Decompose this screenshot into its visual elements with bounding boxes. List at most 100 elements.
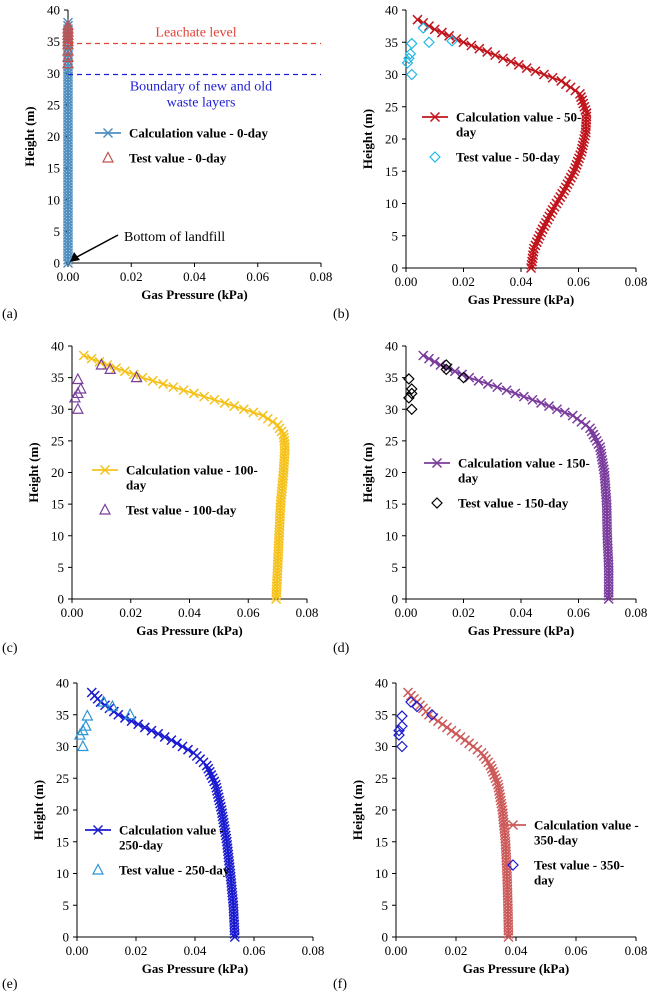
calculation-point — [570, 85, 581, 96]
x-tick-label: 0.04 — [178, 605, 201, 620]
calculation-point — [168, 382, 179, 393]
calculation-point — [593, 439, 604, 450]
test-point — [401, 57, 414, 69]
x-tick-label: 0.04 — [183, 269, 206, 284]
x-axis-title: Gas Pressure (kPa) — [141, 287, 247, 302]
calculation-point — [432, 716, 444, 727]
calculation-point — [188, 747, 199, 758]
calculation-point — [536, 397, 547, 408]
legend-marker — [102, 151, 114, 163]
test-point — [62, 44, 74, 56]
y-tick-label: 20 — [385, 465, 398, 480]
calculation-point — [459, 735, 471, 746]
x-tick-label: 0.04 — [505, 943, 528, 958]
arrow-head-icon — [70, 252, 80, 262]
y-tick-label: 0 — [392, 592, 399, 607]
calculation-point — [490, 50, 501, 61]
y-tick-label: 10 — [56, 866, 69, 881]
panel-label: (a) — [2, 307, 18, 322]
calculation-point — [466, 40, 477, 51]
calculation-point — [278, 432, 289, 443]
x-tick-label: 0.06 — [567, 605, 590, 620]
legend: Calculation value - 50-day Test value - 5… — [422, 110, 581, 165]
y-tick-label: 5 — [63, 898, 70, 913]
legend: Calculation value -250-day Test value - 2… — [85, 823, 230, 878]
test-point — [440, 363, 453, 376]
legend-label: Test value - 250-day — [119, 863, 230, 878]
panel-e: 0 5 10 15 20 25 30 35 40 0.00 0.02 0.04 0.06 0.08 Gas … — [2, 676, 324, 993]
calculation-point — [530, 66, 541, 77]
calculation-point — [551, 404, 562, 415]
x-tick-label: 0.04 — [184, 943, 207, 958]
annotations: Leachate level Boundary of new and oldwas… — [68, 26, 321, 262]
calculation-point — [212, 789, 223, 800]
test-point — [405, 387, 418, 400]
calculation-point — [595, 445, 606, 456]
bottom-label: Bottom of landfill — [124, 230, 225, 245]
test-point — [104, 362, 117, 375]
boundary-label: Boundary of new and old — [130, 80, 272, 95]
y-tick-label: 10 — [385, 196, 398, 211]
calculation-point — [565, 172, 576, 183]
calculation-point — [429, 24, 440, 35]
calculation-point — [418, 350, 429, 361]
calculation-point — [412, 14, 423, 25]
y-tick-label: 25 — [385, 99, 398, 114]
calculation-point — [146, 725, 157, 736]
calculation-point — [216, 804, 227, 816]
y-tick-label: 15 — [56, 834, 69, 849]
legend-label: Test value - 0-day — [129, 151, 227, 166]
calculation-point — [559, 185, 570, 196]
calculation-point — [139, 722, 150, 733]
y-tick-label: 35 — [385, 35, 398, 50]
calculation-point — [213, 792, 224, 803]
test-point — [403, 392, 415, 404]
y-tick-label: 30 — [385, 67, 398, 82]
x-tick-label: 0.08 — [625, 943, 648, 958]
legend-label: day — [456, 125, 477, 140]
calculation-point — [490, 773, 501, 784]
legend-marker — [431, 497, 443, 509]
test-point — [124, 707, 137, 720]
y-tick-label: 15 — [385, 164, 398, 179]
x-tick-label: 0.04 — [510, 274, 533, 289]
calculation-series — [418, 350, 614, 605]
y-tick-label: 20 — [47, 129, 60, 144]
calculation-point — [565, 82, 576, 93]
calculation-point — [209, 394, 220, 405]
calculation-point — [560, 79, 571, 90]
calculation-point — [158, 378, 169, 389]
x-axis-title: Gas Pressure (kPa) — [463, 961, 569, 976]
x-axis-title: Gas Pressure (kPa) — [142, 961, 248, 976]
test-point — [106, 699, 119, 712]
calculation-point — [108, 706, 119, 717]
test-point — [440, 359, 453, 371]
test-point — [393, 724, 405, 737]
panel-label: (c) — [2, 641, 18, 656]
legend-marker — [429, 111, 441, 123]
legend-marker — [99, 503, 111, 515]
x-axis-title: Gas Pressure (kPa) — [468, 292, 574, 307]
y-tick-label: 40 — [51, 339, 64, 354]
calculation-point — [547, 72, 558, 83]
calculation-point — [527, 394, 538, 405]
legend: Calculation value - 150-day Test value - … — [424, 456, 590, 511]
test-series — [401, 22, 458, 81]
legend: Calculation value -350-day Test value - 3… — [500, 818, 639, 888]
legend-label: Test value - 150-day — [458, 496, 569, 511]
y-tick-label: 0 — [63, 930, 70, 945]
legend-label: Calculation value - 100- — [126, 463, 258, 478]
x-tick-label: 0.02 — [125, 943, 148, 958]
legend-label: Calculation value - 150- — [458, 456, 590, 471]
calculation-point — [576, 416, 587, 427]
legend: Calculation value - 100-day Test value - … — [92, 463, 258, 518]
x-tick-label: 0.04 — [510, 605, 533, 620]
x-tick-label: 0.02 — [452, 605, 475, 620]
calculation-point — [86, 687, 97, 698]
calculation-point — [575, 150, 586, 161]
panel-a: 0 5 10 15 20 25 30 35 40 0.00 0.02 0.04 0.06 0.08 Gas … — [2, 3, 332, 323]
test-point — [423, 36, 435, 49]
y-tick-label: 10 — [375, 866, 388, 881]
calculation-point — [528, 243, 539, 254]
test-point — [68, 391, 81, 403]
